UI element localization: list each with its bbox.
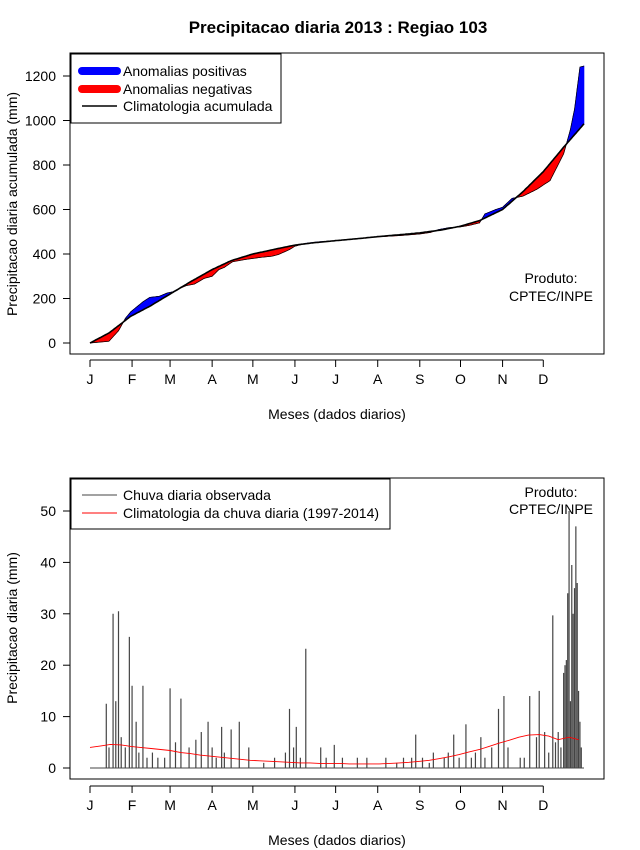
x-tick-label: D: [538, 371, 548, 387]
x-tick-label: J: [87, 797, 94, 813]
legend-label-positive: Anomalias positivas: [123, 63, 247, 79]
plot2-xlabel: Meses (dados diarios): [268, 832, 406, 848]
y-tick-label: 400: [33, 246, 57, 262]
x-tick-label: D: [538, 797, 548, 813]
x-tick-label: M: [247, 371, 259, 387]
legend-label-negative: Anomalias negativas: [123, 81, 252, 97]
x-tick-label: A: [207, 371, 217, 387]
x-tick-label: M: [164, 797, 176, 813]
plot2-ylabel: Precipitacao diaria (mm): [4, 552, 20, 704]
x-tick-label: O: [455, 797, 466, 813]
x-tick-label: A: [207, 797, 217, 813]
plot2-legend-box: [70, 478, 391, 530]
positive-anomaly-segment: [582, 65, 585, 127]
plot1-annotation-line2: CPTEC/INPE: [509, 288, 593, 304]
y-tick-label: 30: [40, 606, 56, 622]
x-tick-label: J: [291, 371, 298, 387]
plot1-xlabel: Meses (dados diarios): [268, 406, 406, 422]
plot2-axes: 0 10 20 30 40 50 J F M A M J J A S O N D: [40, 503, 548, 813]
legend-label-observed: Chuva diaria observada: [123, 487, 271, 503]
plot2-legend: Chuva diaria observada Climatologia da c…: [70, 478, 391, 530]
x-tick-label: A: [373, 797, 383, 813]
x-tick-label: J: [87, 371, 94, 387]
x-tick-label: S: [415, 797, 424, 813]
x-tick-label: J: [332, 371, 339, 387]
daily-bars-layer: [90, 511, 584, 769]
daily-climatology-layer: [89, 734, 579, 765]
y-tick-label: 0: [48, 335, 56, 351]
x-tick-label: F: [128, 371, 137, 387]
x-tick-label: J: [332, 797, 339, 813]
cumulative-panel: 0 200 400 600 800 1000 1200 J F M A M J J A S O N D Precip…: [4, 52, 605, 422]
climatology-layer: [89, 123, 585, 344]
plot1-annotation-line1: Produto:: [525, 270, 578, 286]
y-tick-label: 0: [48, 760, 56, 776]
x-tick-label: A: [373, 371, 383, 387]
x-tick-label: N: [498, 797, 508, 813]
legend-label-daily-climatology: Climatologia da chuva diaria (1997-2014): [123, 505, 379, 521]
chart-title: Precipitacao diaria 2013 : Regiao 103: [189, 18, 488, 37]
plot1-axes: 0 200 400 600 800 1000 1200 J F M A M J J A S O N D: [25, 68, 549, 387]
y-tick-label: 1000: [25, 113, 56, 129]
x-tick-label: S: [415, 371, 424, 387]
x-tick-label: F: [128, 797, 137, 813]
y-tick-label: 600: [33, 202, 57, 218]
plot1-ylabel: Precipitacao diaria acumulada (mm): [4, 92, 20, 316]
plot1-legend: Anomalias positivas Anomalias negativas …: [70, 53, 282, 124]
plot2-frame: [69, 477, 605, 780]
y-tick-label: 20: [40, 657, 56, 673]
x-tick-label: M: [164, 371, 176, 387]
daily-climatology-line: [89, 734, 579, 765]
x-tick-label: O: [455, 371, 466, 387]
x-tick-label: M: [247, 797, 259, 813]
y-tick-label: 200: [33, 291, 57, 307]
y-tick-label: 800: [33, 157, 57, 173]
plot2-annotation-line2: CPTEC/INPE: [509, 501, 593, 517]
climatology-cumulative-line: [89, 123, 585, 344]
y-tick-label: 10: [40, 709, 56, 725]
daily-panel: 0 10 20 30 40 50 J F M A M J J A S O N D Precipitacao dia…: [4, 477, 605, 848]
x-tick-label: N: [498, 371, 508, 387]
y-tick-label: 1200: [25, 68, 56, 84]
legend-label-climatology: Climatologia acumulada: [123, 98, 273, 114]
plot1-frame: [69, 52, 605, 355]
y-tick-label: 50: [40, 503, 56, 519]
y-tick-label: 40: [40, 554, 56, 570]
x-tick-label: J: [291, 797, 298, 813]
plot2-annotation-line1: Produto:: [525, 484, 578, 500]
